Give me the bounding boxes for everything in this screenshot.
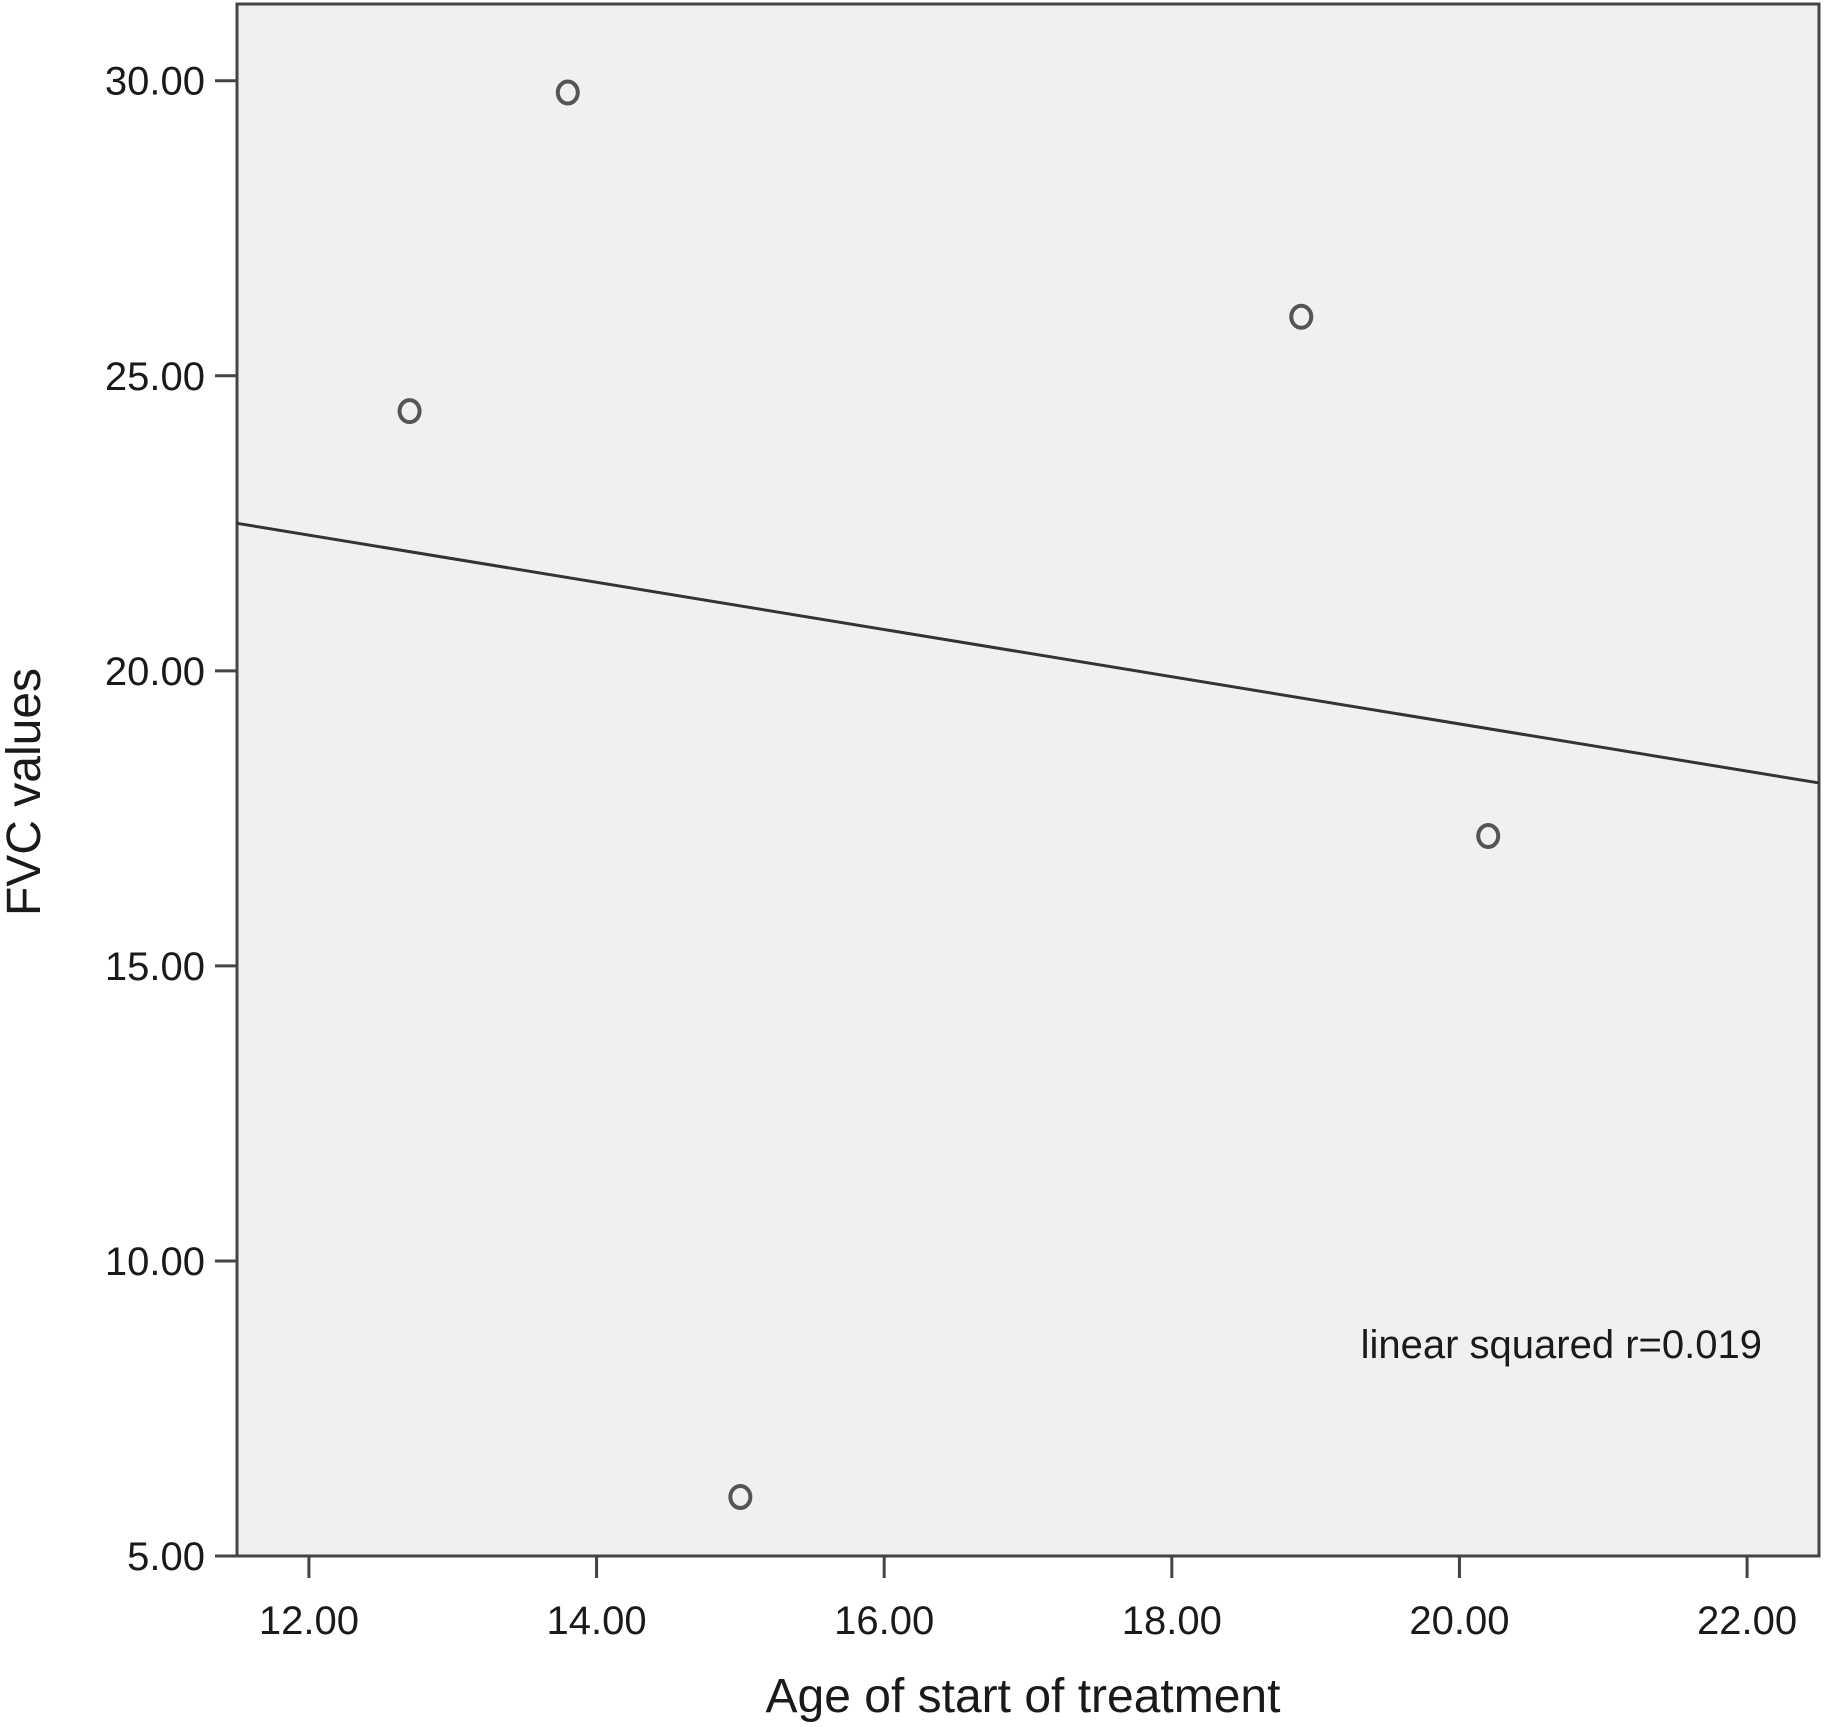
x-axis: 12.00 14.00 16.00 18.00 20.00 22.00 [259, 1556, 1797, 1643]
x-tick-label: 20.00 [1409, 1599, 1509, 1643]
fit-line [236, 521, 1820, 785]
y-axis: 5.00 10.00 15.00 20.00 25.00 30.00 [105, 60, 237, 1579]
x-tick-label: 16.00 [834, 1599, 934, 1643]
x-axis-title: Age of start of treatment [766, 1670, 1281, 1723]
x-tick-label: 12.00 [259, 1599, 359, 1643]
fit-line-layer [236, 521, 1820, 785]
x-tick-label: 22.00 [1697, 1599, 1797, 1643]
data-point [397, 398, 422, 425]
plot-area [235, 2, 1821, 1558]
points-layer [397, 79, 1501, 1510]
data-point [728, 1483, 753, 1510]
y-axis-title: FVC values [0, 668, 51, 916]
y-tick-label: 20.00 [105, 650, 205, 694]
x-tick-label: 18.00 [1122, 1599, 1222, 1643]
x-tick-label: 14.00 [546, 1599, 646, 1643]
data-point [555, 79, 580, 106]
data-point [1289, 303, 1314, 330]
data-point [1476, 823, 1501, 850]
r-squared-annotation: linear squared r=0.019 [1361, 1323, 1762, 1367]
y-tick-label: 5.00 [127, 1535, 205, 1579]
y-tick-label: 30.00 [105, 60, 205, 104]
y-tick-label: 25.00 [105, 355, 205, 399]
y-tick-label: 15.00 [105, 945, 205, 989]
y-tick-label: 10.00 [105, 1240, 205, 1284]
